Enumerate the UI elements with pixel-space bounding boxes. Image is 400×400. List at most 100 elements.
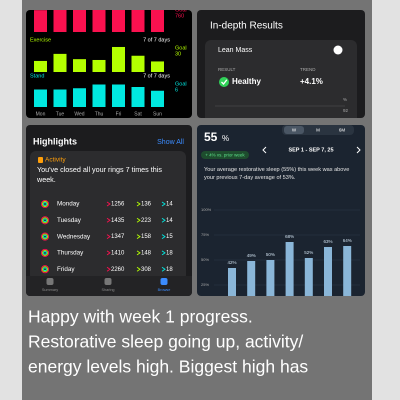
unit: % [343,97,347,102]
tab-label[interactable]: Summary [42,288,58,292]
result: Healthy [232,77,261,86]
arrow-icon [106,234,111,239]
check-icon [219,77,229,87]
ring-icon [40,232,50,241]
goal-label: Goal [175,45,187,51]
goal-label: Goal [175,81,187,87]
post-line: Restorative sleep going up, activity/ [28,332,303,352]
arrow-icon [106,201,111,207]
tab-label[interactable]: Sharing [101,288,114,292]
arrow-icon [106,250,111,256]
ring-icon [40,265,50,274]
value-label: 50% [266,252,275,257]
bar [266,260,275,296]
value-label: 63% [323,239,332,244]
bar [112,46,125,72]
stand-value: 14 [166,218,173,224]
bar [92,59,106,72]
panel-bg [26,10,192,118]
bar [53,10,67,32]
bar [228,268,236,296]
row-title: Stand [30,73,44,79]
day: Wednesday [57,233,91,240]
show-all[interactable]: Show All [157,139,184,146]
goal-label: Goal [175,7,187,13]
y-tick-label: 100% [201,207,212,212]
value-label: 68% [285,234,294,239]
ring-icon [43,234,47,239]
bar [131,55,145,72]
activity-icon [38,157,43,163]
bar [131,10,145,32]
x-tick-label: Sat [134,111,142,117]
arrow-icon [136,234,141,239]
ring-icon [40,216,50,225]
message: You've closed all your rings 7 times thi… [37,165,162,184]
ring-icon [40,248,50,257]
bar [92,84,106,107]
row-subtitle: 7 of 7 days [143,37,170,43]
tab-icon[interactable] [160,278,168,285]
tab-label[interactable]: Browse [158,288,171,292]
sleep-panel: 55 % + 4% vs. prior week SEP 1 - SEP 7, … [197,125,365,296]
value-label: 42% [227,260,236,265]
exercise-value: 308 [141,267,152,273]
in-depth-panel: In-depth Results Lean Mass RESULT Health… [197,10,365,118]
arrow-icon [136,201,141,207]
arrow-icon [136,266,141,272]
post-line: Happy with week 1 progress. [28,307,253,327]
card [30,151,186,281]
arrow-icon [136,217,141,223]
stand-value: 14 [166,202,173,208]
exercise-value: 158 [141,234,152,240]
x-tick-label: Sun [153,111,162,117]
next-arrow[interactable] [356,146,361,154]
info-icon[interactable] [333,45,343,55]
bar [112,10,125,32]
trend-label: TREND [300,67,316,72]
tab-icon[interactable] [104,278,112,285]
panel-bg [197,125,365,296]
bar [151,90,164,107]
period[interactable]: M [316,128,320,133]
x-tick-label: Tue [56,111,65,117]
bar [53,89,67,107]
bar [53,53,67,72]
bar [304,258,313,296]
message-box: You've closed all your rings 7 times thi… [37,165,162,184]
move-value: 1256 [111,202,125,208]
bar [324,247,332,296]
day: Monday [57,201,80,208]
value-label: 64% [343,238,352,243]
stand-value: 15 [166,234,173,240]
y-tick-label: 50% [201,257,209,262]
message: Your average restorative sleep (55%) thi… [204,167,350,181]
trend: +4.1% [300,77,323,86]
period[interactable]: W [292,128,297,133]
bar [92,10,106,33]
move-value: 1347 [111,234,125,240]
bar [34,60,47,72]
change-pill [201,151,249,159]
stand-value: 18 [166,250,173,256]
sleep-unit: % [222,134,229,143]
y-tick-label: 75% [201,232,209,237]
ring-icon [43,218,47,223]
exercise-value: 136 [141,202,152,208]
prev-arrow[interactable] [262,146,267,154]
y-tick-label: 25% [201,282,209,287]
value-label: 49% [247,253,256,258]
metric: Lean Mass [218,47,253,54]
ring-icon [43,251,47,255]
ring-icon [42,233,48,240]
tab-icon[interactable] [46,278,54,285]
row-title: Exercise [30,37,51,43]
period[interactable]: 6M [339,128,346,133]
check-mark [221,79,228,85]
day: Friday [57,266,75,273]
bar [247,261,256,296]
goal-value: 30 [175,51,181,57]
exercise-value: 223 [141,218,152,224]
x-tick-label: Thu [95,111,104,117]
